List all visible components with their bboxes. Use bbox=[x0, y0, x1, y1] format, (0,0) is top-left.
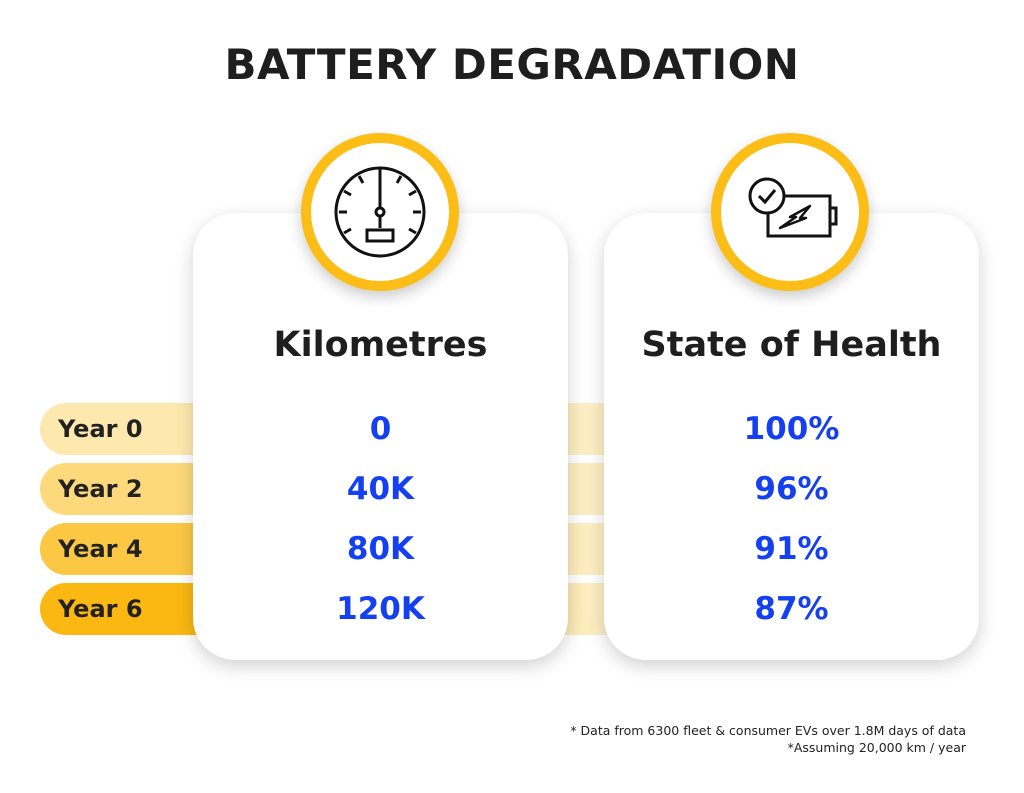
state-of-health-value: 91% bbox=[754, 531, 829, 567]
speedometer-icon bbox=[334, 166, 426, 258]
footnote-assumption: *Assuming 20,000 km / year bbox=[787, 740, 966, 755]
page-title: BATTERY DEGRADATION bbox=[224, 40, 800, 89]
row-label: Year 6 bbox=[58, 595, 143, 623]
kilometres-value: 0 bbox=[369, 411, 392, 447]
state-of-health-value: 87% bbox=[754, 591, 829, 627]
row-label: Year 0 bbox=[58, 415, 143, 443]
row-label: Year 2 bbox=[58, 475, 143, 503]
state-of-health-value: 96% bbox=[754, 471, 829, 507]
battery-badge bbox=[711, 133, 869, 291]
state-of-health-value: 100% bbox=[743, 411, 840, 447]
battery-health-icon bbox=[748, 177, 838, 238]
kilometres-value: 120K bbox=[336, 591, 425, 627]
state-of-health-heading: State of Health bbox=[641, 325, 942, 365]
speedometer-badge bbox=[301, 133, 459, 291]
footnote-data-source: * Data from 6300 fleet & consumer EVs ov… bbox=[570, 723, 966, 738]
kilometres-heading: Kilometres bbox=[273, 325, 488, 365]
row-label: Year 4 bbox=[58, 535, 143, 563]
kilometres-value: 80K bbox=[346, 531, 415, 567]
kilometres-value: 40K bbox=[346, 471, 415, 507]
